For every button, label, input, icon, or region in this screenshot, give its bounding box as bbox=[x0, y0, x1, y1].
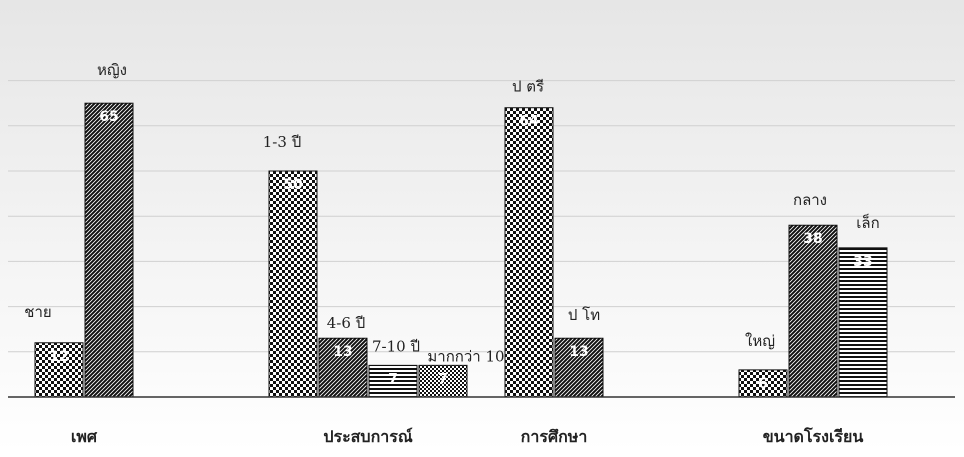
bar-category-label: ป ตรี bbox=[512, 78, 544, 96]
value-label: 50 bbox=[283, 177, 303, 193]
bar bbox=[788, 224, 838, 398]
value-label: 64 bbox=[519, 114, 539, 130]
value-label: 6 bbox=[758, 376, 768, 392]
bar bbox=[34, 342, 84, 398]
bar-category-label: 1-3 ปี bbox=[263, 133, 301, 151]
bar-category-label: 4-6 ปี bbox=[327, 314, 365, 332]
bar-category-label: ชาย bbox=[24, 303, 51, 321]
bar-category-label: เล็ก bbox=[856, 213, 879, 232]
bar bbox=[268, 170, 318, 398]
group-label: การศึกษา bbox=[521, 427, 588, 446]
bar bbox=[504, 107, 554, 398]
value-label: 7 bbox=[438, 371, 448, 387]
bar-category-label: 7-10 ปี bbox=[372, 337, 420, 355]
group-label: เพศ bbox=[71, 427, 98, 446]
value-label: 7 bbox=[388, 371, 398, 387]
bar bbox=[368, 364, 418, 398]
group-label: ประสบการณ์ bbox=[323, 427, 413, 446]
bar-category-label: กลาง bbox=[793, 191, 827, 209]
value-label: 65 bbox=[99, 109, 118, 125]
bar-category-label: มากกว่า 10 bbox=[427, 347, 504, 365]
value-label: 33 bbox=[853, 254, 872, 270]
bar-category-label: หญิง bbox=[97, 61, 127, 79]
bar bbox=[418, 364, 468, 398]
bar bbox=[738, 369, 788, 398]
bar bbox=[318, 337, 368, 398]
value-label: 38 bbox=[803, 231, 822, 247]
group-label: ขนาดโรงเรียน bbox=[763, 426, 864, 446]
bar bbox=[838, 247, 888, 398]
value-label: 12 bbox=[49, 349, 68, 365]
bar bbox=[84, 102, 134, 398]
value-label: 13 bbox=[333, 344, 352, 360]
gridlines bbox=[8, 80, 955, 353]
value-label: 13 bbox=[569, 344, 588, 360]
bar-category-label: ใหญ่ bbox=[745, 332, 775, 350]
bar-category-label: ป โท bbox=[568, 306, 600, 324]
